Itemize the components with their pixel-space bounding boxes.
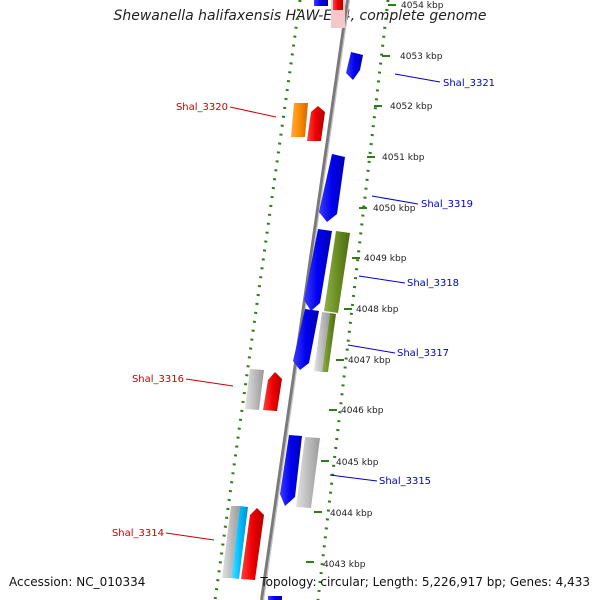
gene-shal-3317-olive (322, 313, 336, 372)
scale-label-4049: 4049 kbp (364, 254, 407, 264)
gene-shal-3315-gray (296, 437, 320, 508)
accession-text: Accession: NC_010334 (9, 575, 146, 589)
leader-shal-3317 (347, 344, 396, 354)
gene-label-shal-3320: Shal_3320 (176, 102, 228, 113)
gene-label-shal-3314: Shal_3314 (112, 528, 164, 539)
gene-bottom-blue-partial (268, 596, 282, 600)
gene-cyan-feature-3314 (231, 506, 248, 579)
gene-top-red-partial-core (333, 0, 343, 10)
gene-shal-3317-blue (293, 309, 319, 370)
scale-label-4043: 4043 kbp (323, 560, 366, 570)
gene-gray-feature-3314 (222, 506, 240, 578)
leader-shal-3318 (358, 275, 406, 284)
gene-shal-3316 (263, 372, 282, 411)
scale-label-4045: 4045 kbp (336, 458, 379, 468)
gene-label-shal-3318: Shal_3318 (407, 278, 459, 289)
scale-label-4047: 4047 kbp (348, 356, 391, 366)
leader-shal-3316 (185, 378, 234, 387)
gene-shal-3317-gray (314, 312, 330, 372)
scale-label-4044: 4044 kbp (330, 509, 373, 519)
gene-shal-3321 (346, 52, 363, 80)
scale-label-4048: 4048 kbp (356, 305, 399, 315)
scale-label-4046: 4046 kbp (341, 406, 384, 416)
gene-shal-3315-blue (280, 435, 302, 506)
gene-label-shal-3319: Shal_3319 (421, 199, 473, 210)
gene-orange-feature (291, 103, 308, 137)
gene-label-shal-3317: Shal_3317 (397, 348, 449, 359)
scale-label-4052: 4052 kbp (390, 102, 433, 112)
gene-gray-feature-3316 (245, 369, 264, 410)
outer-guide-ring (316, 0, 390, 600)
scale-label-4050: 4050 kbp (373, 204, 416, 214)
scale-label-4053: 4053 kbp (400, 52, 443, 62)
gene-label-shal-3321: Shal_3321 (443, 78, 495, 89)
gene-top-blue-partial (314, 0, 328, 6)
genome-summary-text: Topology: circular; Length: 5,226,917 bp… (260, 575, 590, 589)
gene-shal-3314 (241, 508, 264, 580)
gene-label-shal-3315: Shal_3315 (379, 476, 431, 487)
genome-title: Shewanella halifaxensis HAW-EB4, complet… (113, 8, 487, 24)
leader-shal-3314 (165, 532, 215, 541)
gene-shal-3318-olive (324, 231, 350, 313)
scale-label-4051: 4051 kbp (382, 153, 425, 163)
scale-ticks (306, 4, 396, 563)
leader-shal-3315 (329, 474, 378, 482)
leader-shal-3320 (229, 106, 277, 118)
gene-shal-3320 (307, 106, 325, 141)
scale-label-4054: 4054 kbp (401, 1, 444, 11)
gene-shal-3319 (319, 154, 345, 222)
leader-shal-3319 (371, 195, 419, 205)
leader-shal-3321 (394, 73, 441, 83)
gene-shal-3318-blue (304, 229, 332, 311)
inner-guide-ring (213, 0, 302, 600)
gene-label-shal-3316: Shal_3316 (132, 374, 184, 385)
